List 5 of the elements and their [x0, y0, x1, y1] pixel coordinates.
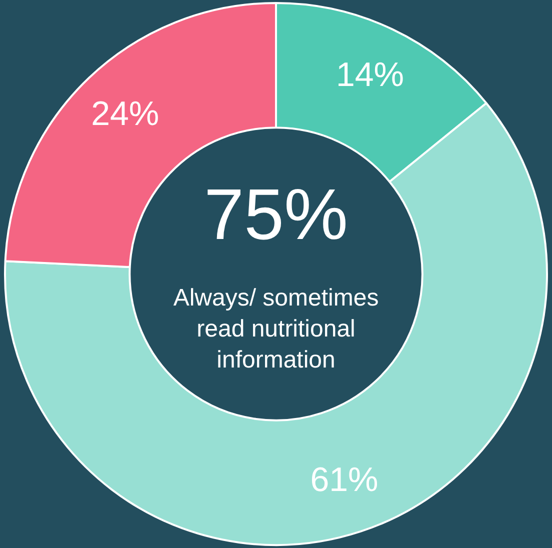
- data-label: 24%: [91, 95, 160, 134]
- data-label: 14%: [336, 56, 404, 94]
- data-label: 61%: [310, 461, 378, 500]
- text: 75%: [204, 174, 348, 255]
- text: Always/ sometimes read nutritional information: [173, 284, 379, 374]
